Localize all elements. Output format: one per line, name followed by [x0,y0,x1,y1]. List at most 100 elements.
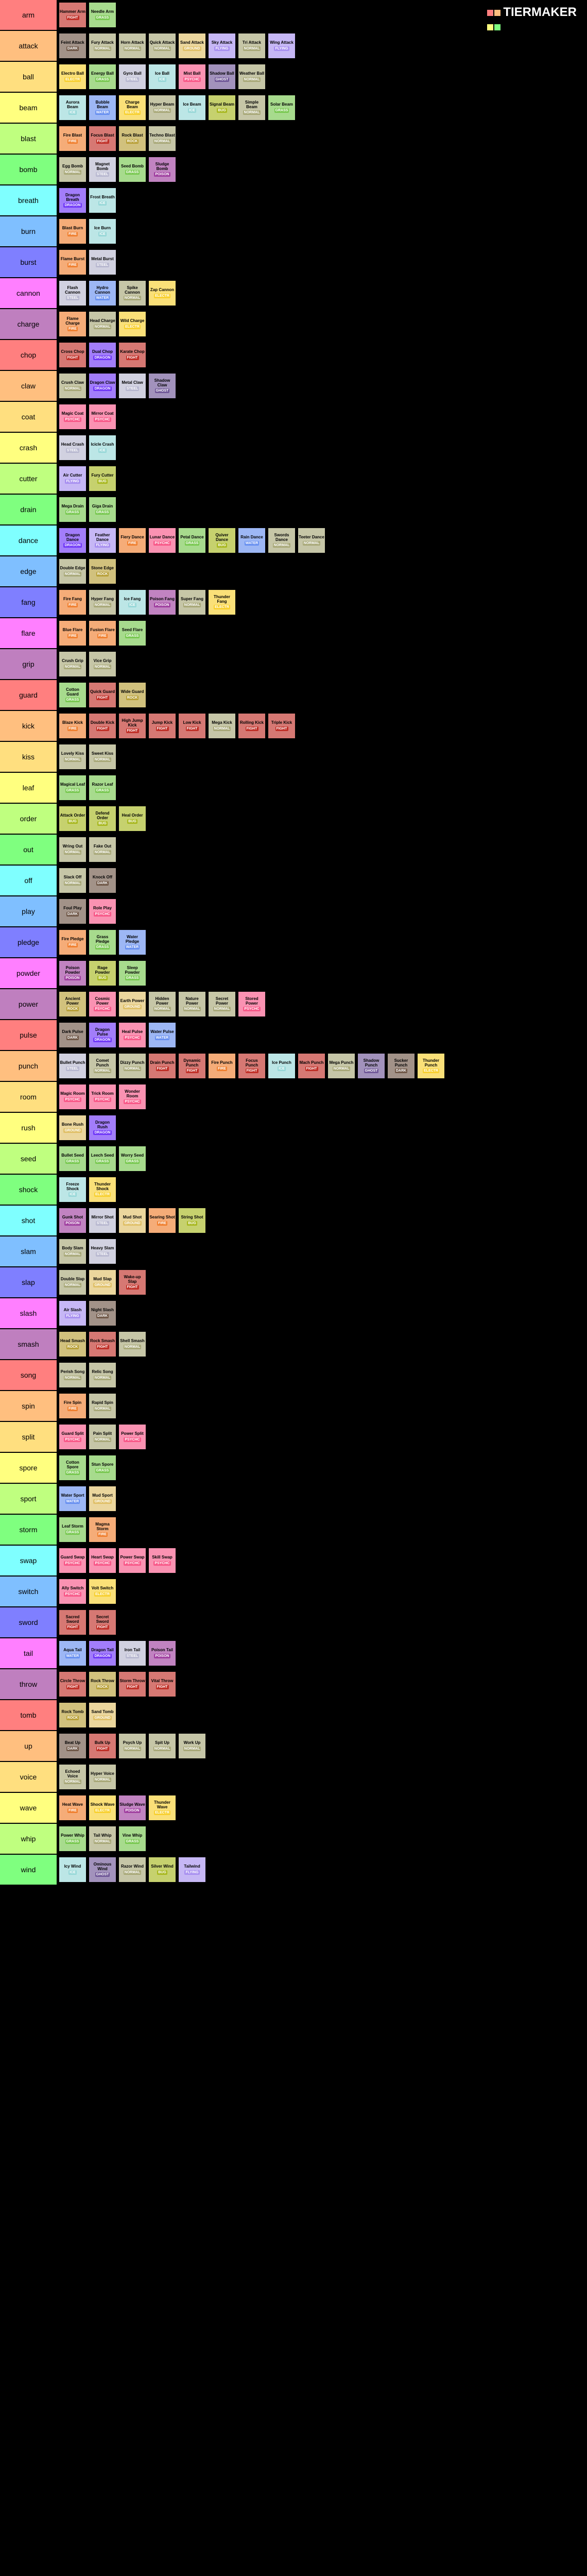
move-item[interactable]: Fire BlastFIRE [58,125,87,152]
move-item[interactable]: Perish SongNORMAL [58,1362,87,1388]
move-item[interactable]: Stored PowerPSYCHC [237,991,266,1018]
move-item[interactable]: Stone EdgeROCK [88,558,117,585]
move-item[interactable]: Comet PunchNORMAL [88,1053,117,1079]
move-item[interactable]: Secret PowerNORMAL [208,991,236,1018]
tier-label[interactable]: wind [0,1855,57,1885]
move-item[interactable]: Dragon RushDRAGON [88,1114,117,1141]
tier-label[interactable]: arm [0,0,57,30]
move-item[interactable]: Bullet PunchSTEEL [58,1053,87,1079]
move-item[interactable]: Heart SwapPSYCHC [88,1547,117,1574]
move-item[interactable]: Relic SongNORMAL [88,1362,117,1388]
move-item[interactable]: Defend OrderBUG [88,805,117,832]
move-item[interactable]: Icicle CrashICE [88,434,117,461]
tier-label[interactable]: drain [0,495,57,524]
move-item[interactable]: Bulk UpFIGHT [88,1733,117,1759]
move-item[interactable]: Double SlapNORMAL [58,1269,87,1296]
move-item[interactable]: Knock OffDARK [88,867,117,894]
move-item[interactable]: Seed FlareGRASS [118,620,147,647]
move-item[interactable]: Drain PunchFIGHT [148,1053,177,1079]
move-item[interactable]: Night SlashDARK [88,1300,117,1327]
move-item[interactable]: Sludge WavePOISON [118,1794,147,1821]
move-item[interactable]: Quiver DanceBUG [208,527,236,554]
move-item[interactable]: Wring OutNORMAL [58,836,87,863]
move-item[interactable]: Mud SportGROUND [88,1485,117,1512]
move-item[interactable]: Razor LeafGRASS [88,774,117,801]
move-item[interactable]: Thunder PunchELECTR [417,1053,445,1079]
move-item[interactable]: Sleep PowderGRASS [118,960,147,987]
move-item[interactable]: Icy WindICE [58,1856,87,1883]
move-item[interactable]: Electro BallELECTR [58,63,87,90]
move-item[interactable]: Lovely KissNORMAL [58,743,87,770]
move-item[interactable]: Ice PunchICE [267,1053,296,1079]
tier-label[interactable]: bomb [0,155,57,184]
tier-label[interactable]: switch [0,1577,57,1606]
move-item[interactable]: Water SportWATER [58,1485,87,1512]
tier-label[interactable]: burst [0,247,57,277]
tier-label[interactable]: sword [0,1607,57,1637]
tier-label[interactable]: room [0,1082,57,1112]
move-item[interactable]: Rain DanceWATER [237,527,266,554]
tier-label[interactable]: punch [0,1051,57,1081]
move-item[interactable]: Volt SwitchELECTR [88,1578,117,1605]
tier-label[interactable]: crash [0,433,57,463]
tier-label[interactable]: guard [0,680,57,710]
tier-label[interactable]: split [0,1422,57,1452]
move-item[interactable]: Leaf StormGRASS [58,1516,87,1543]
tier-label[interactable]: pulse [0,1020,57,1050]
move-item[interactable]: Magical LeafGRASS [58,774,87,801]
move-item[interactable]: Heavy SlamSTEEL [88,1238,117,1265]
move-item[interactable]: Magnet BombSTEEL [88,156,117,183]
move-item[interactable]: Poison FangPOISON [148,589,177,616]
tier-label[interactable]: flare [0,618,57,648]
tier-label[interactable]: fang [0,587,57,617]
move-item[interactable]: Metal ClawSTEEL [118,372,147,399]
move-item[interactable]: Magic CoatPSYCHC [58,403,87,430]
tier-label[interactable]: play [0,896,57,926]
move-item[interactable]: Rapid SpinNORMAL [88,1393,117,1419]
move-item[interactable]: Heal OrderBUG [118,805,147,832]
move-item[interactable]: Lunar DancePSYCHC [148,527,177,554]
move-item[interactable]: Aqua TailWATER [58,1640,87,1667]
move-item[interactable]: Magic RoomPSYCHC [58,1083,87,1110]
move-item[interactable]: Heat WaveFIRE [58,1794,87,1821]
move-item[interactable]: Sweet KissNORMAL [88,743,117,770]
move-item[interactable]: Hyper VoiceNORMAL [88,1764,117,1790]
move-item[interactable]: Ice BurnICE [88,218,117,245]
tier-label[interactable]: coat [0,402,57,432]
move-item[interactable]: Quick GuardFIGHT [88,682,117,708]
tier-label[interactable]: seed [0,1144,57,1174]
move-item[interactable]: Triple KickFIGHT [267,713,296,739]
tier-label[interactable]: shot [0,1206,57,1235]
tier-label[interactable]: storm [0,1515,57,1545]
move-item[interactable]: Crush ClawNORMAL [58,372,87,399]
tier-label[interactable]: blast [0,124,57,154]
move-item[interactable]: Bullet SeedGRASS [58,1145,87,1172]
move-item[interactable]: Ice BallICE [148,63,177,90]
move-item[interactable]: Power SwapPSYCHC [118,1547,147,1574]
tier-label[interactable]: ball [0,62,57,92]
move-item[interactable]: Circle ThrowFIGHT [58,1671,87,1698]
move-item[interactable]: Cross ChopFIGHT [58,342,87,368]
move-item[interactable]: Bubble BeamWATER [88,94,117,121]
move-item[interactable]: Spike CannonNORMAL [118,280,147,307]
tier-label[interactable]: attack [0,31,57,61]
move-item[interactable]: Karate ChopFIGHT [118,342,147,368]
move-item[interactable]: Rolling KickFIGHT [237,713,266,739]
move-item[interactable]: Rage PowderBUG [88,960,117,987]
move-item[interactable]: Rock TombROCK [58,1702,87,1728]
move-item[interactable]: String ShotBUG [178,1207,206,1234]
tier-label[interactable]: off [0,866,57,895]
move-item[interactable]: Tri AttackNORMAL [237,32,266,59]
tier-label[interactable]: out [0,835,57,865]
move-item[interactable]: Dragon TailDRAGON [88,1640,117,1667]
move-item[interactable]: Feather DanceFLYING [88,527,117,554]
tier-label[interactable]: up [0,1731,57,1761]
move-item[interactable]: Wing AttackFLYING [267,32,296,59]
move-item[interactable]: Focus PunchFIGHT [237,1053,266,1079]
move-item[interactable]: Swords DanceNORMAL [267,527,296,554]
move-item[interactable]: Shell SmashNORMAL [118,1331,147,1358]
move-item[interactable]: Mirror ShotSTEEL [88,1207,117,1234]
move-item[interactable]: Charge BeamELECTR [118,94,147,121]
move-item[interactable]: Teeter DanceNORMAL [297,527,326,554]
tier-label[interactable]: slap [0,1267,57,1297]
